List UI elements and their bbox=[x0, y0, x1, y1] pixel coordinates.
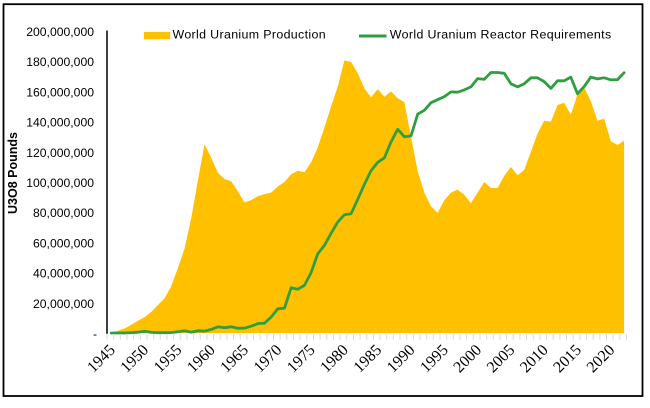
svg-text:80,000,000: 80,000,000 bbox=[33, 206, 94, 220]
svg-text:20,000,000: 20,000,000 bbox=[33, 297, 94, 311]
svg-text:World Uranium Production: World Uranium Production bbox=[173, 28, 326, 42]
svg-text:40,000,000: 40,000,000 bbox=[33, 267, 94, 281]
svg-text:180,000,000: 180,000,000 bbox=[26, 55, 94, 69]
svg-text:140,000,000: 140,000,000 bbox=[26, 116, 94, 130]
svg-text:-: - bbox=[93, 327, 97, 341]
svg-text:U3O8 Pounds: U3O8 Pounds bbox=[6, 132, 20, 214]
svg-text:120,000,000: 120,000,000 bbox=[26, 146, 94, 160]
svg-text:100,000,000: 100,000,000 bbox=[26, 176, 94, 190]
svg-text:60,000,000: 60,000,000 bbox=[33, 236, 94, 250]
svg-text:160,000,000: 160,000,000 bbox=[26, 85, 94, 99]
svg-text:World Uranium Reactor Requirem: World Uranium Reactor Requirements bbox=[390, 28, 612, 42]
svg-text:200,000,000: 200,000,000 bbox=[26, 25, 94, 39]
